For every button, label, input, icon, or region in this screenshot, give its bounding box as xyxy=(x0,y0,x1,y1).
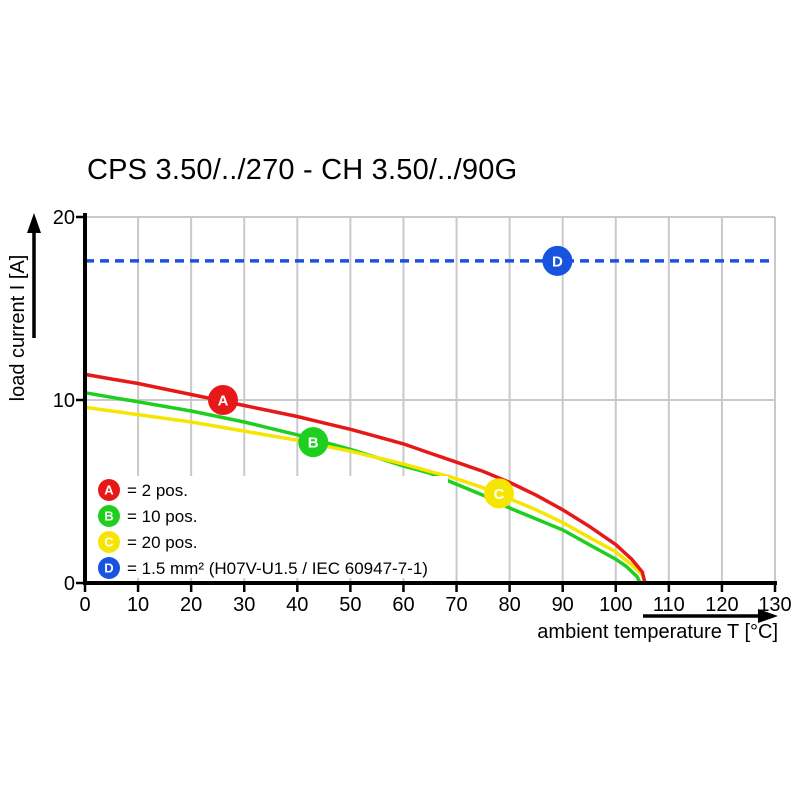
legend-item-A: A = 2 pos. xyxy=(98,479,188,501)
legend-marker-D-icon xyxy=(98,557,120,579)
y-axis-arrowhead-icon xyxy=(27,213,41,233)
legend-marker-C-icon xyxy=(98,531,120,553)
x-axis-arrowhead-icon xyxy=(758,609,778,623)
marker-C-label: C xyxy=(494,486,505,503)
x-tick-label: 80 xyxy=(498,594,520,616)
x-tick-label: 70 xyxy=(445,594,467,616)
x-tick-label: 30 xyxy=(233,594,255,616)
curve-C xyxy=(84,405,647,584)
marker-B xyxy=(298,427,329,458)
x-tick-label: 130 xyxy=(758,594,791,616)
marker-D-label: D xyxy=(552,253,563,270)
legend-item-label: = 10 pos. xyxy=(127,507,197,526)
marker-A xyxy=(208,385,238,415)
x-tick-label: 40 xyxy=(286,594,308,616)
legend-item-B: B = 10 pos. xyxy=(98,505,197,527)
legend-marker-letter: D xyxy=(104,561,113,576)
x-tick-label: 10 xyxy=(127,594,149,616)
legend-marker-A-icon xyxy=(98,479,120,501)
legend-item-D: D = 1.5 mm² (H07V-U1.5 / IEC 60947-7-1) xyxy=(98,557,428,579)
x-tick-label: 50 xyxy=(339,594,361,616)
marker-B-label: B xyxy=(308,435,319,452)
legend-marker-letter: A xyxy=(104,483,114,498)
legend-item-C: C = 20 pos. xyxy=(98,531,197,553)
x-tick-label: 110 xyxy=(653,594,685,616)
x-tick-label: 60 xyxy=(392,594,414,616)
x-tick-label: 90 xyxy=(552,594,574,616)
legend-marker-letter: C xyxy=(104,535,114,550)
legend-item-label: = 2 pos. xyxy=(127,481,188,500)
x-tick-label: 100 xyxy=(599,594,632,616)
legend-item-label: = 1.5 mm² (H07V-U1.5 / IEC 60947-7-1) xyxy=(127,559,428,578)
y-tick-label: 20 xyxy=(53,207,75,229)
marker-C xyxy=(484,478,514,509)
chart-title: CPS 3.50/../270 - CH 3.50/../90G xyxy=(87,154,518,186)
marker-D xyxy=(542,245,573,276)
y-tick-label: 10 xyxy=(53,390,75,412)
x-tick-label: 0 xyxy=(79,594,90,616)
legend-marker-B-icon xyxy=(98,505,120,527)
x-tick-label: 120 xyxy=(705,594,738,616)
x-axis-label: ambient temperature T [°C] xyxy=(537,621,778,643)
x-tick-label: 20 xyxy=(180,594,202,616)
legend-item-label: = 20 pos. xyxy=(127,533,197,552)
legend-background xyxy=(92,476,448,578)
y-tick-label: 0 xyxy=(64,573,75,595)
marker-A-label: A xyxy=(218,393,229,410)
curve-A xyxy=(84,372,647,584)
legend-marker-letter: B xyxy=(104,509,113,524)
